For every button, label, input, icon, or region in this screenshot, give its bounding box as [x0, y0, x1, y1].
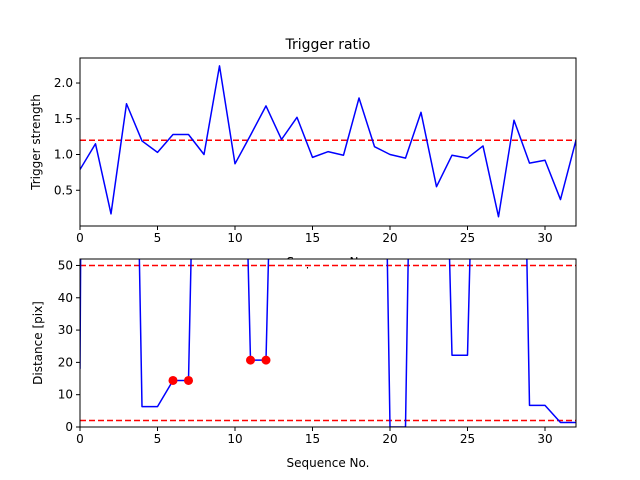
- highlight-point: [168, 375, 178, 385]
- x-tick-label: 25: [460, 231, 475, 245]
- highlight-point: [246, 355, 255, 365]
- highlight-point: [184, 375, 193, 385]
- series-line: [80, 259, 576, 427]
- bottom-axes-background: [80, 259, 576, 267]
- y-tick-label: 1.0: [54, 148, 73, 162]
- y-tick-label: 0: [65, 420, 73, 434]
- x-axis-label: Sequence No.: [287, 456, 370, 470]
- series-line: [80, 65, 576, 218]
- y-tick-label: 40: [58, 291, 73, 305]
- y-tick-label: 2.0: [54, 76, 73, 90]
- x-tick-label: 0: [76, 432, 84, 446]
- plot-frame: [79, 258, 577, 428]
- plot-frame: [79, 57, 577, 227]
- x-tick-label: 10: [227, 432, 242, 446]
- y-tick-label: 1.5: [54, 112, 73, 126]
- y-tick-label: 50: [58, 258, 73, 272]
- x-tick-label: 20: [382, 432, 397, 446]
- y-tick-label: 0.5: [54, 183, 73, 197]
- distance-chart: Sequence No. Distance [pix] 0 5 10 15 20 25 30…: [31, 258, 553, 470]
- y-tick-label: 20: [58, 355, 73, 369]
- y-axis-label: Distance [pix]: [31, 301, 45, 385]
- chart-title: Trigger ratio: [284, 37, 370, 53]
- x-tick-label: 30: [537, 432, 552, 446]
- x-tick-label: 25: [460, 432, 475, 446]
- y-axis-label: Trigger strength: [29, 94, 43, 191]
- y-tick-label: 30: [58, 323, 73, 337]
- x-tick-label: 15: [305, 231, 320, 245]
- x-tick-label: 5: [154, 231, 162, 245]
- x-tick-label: 10: [227, 231, 242, 245]
- trigger-ratio-chart: Trigger ratio Trigger strength 0 5 10 15 20 2…: [29, 37, 577, 245]
- x-tick-label: 30: [537, 231, 552, 245]
- x-tick-label: 15: [305, 432, 320, 446]
- x-tick-label: 5: [154, 432, 162, 446]
- y-tick-label: 10: [58, 388, 73, 402]
- highlight-point: [261, 355, 271, 365]
- x-tick-label: 0: [76, 231, 84, 245]
- x-tick-label: 20: [382, 231, 397, 245]
